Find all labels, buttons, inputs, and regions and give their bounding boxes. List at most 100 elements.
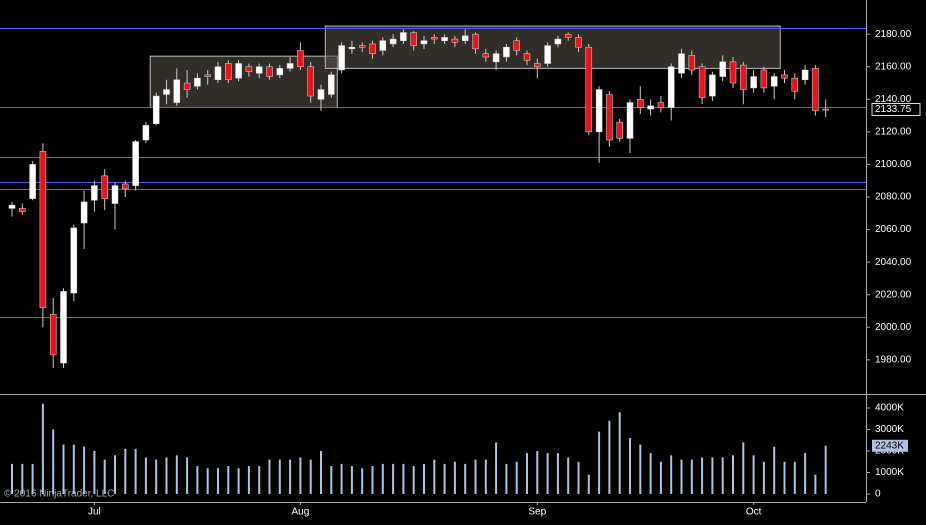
candle-body [297,50,304,68]
candle-body [770,76,778,87]
volume-bar [701,457,704,495]
candle-body [482,53,490,58]
volume-bar [495,442,498,495]
candle-body [637,99,644,108]
candle-body [163,89,170,95]
last-price-box [871,102,921,116]
volume-bar [515,461,518,495]
candle-body [70,227,78,294]
volume-bar [72,444,75,495]
candle-body [400,32,407,41]
candle-body [513,40,520,51]
volume-bar [618,412,621,495]
candle-body [379,40,387,51]
candle-body [245,66,253,72]
volume-bar [484,459,487,495]
candle-body [358,45,366,48]
candle-body [441,37,448,41]
volume-bar [793,461,796,495]
volume-bar [474,459,477,495]
last-price-label: 2133.75 [875,104,912,115]
candle-body [266,66,273,77]
volume-bar [186,457,189,495]
y-tick-label: 2140.00 [875,94,912,105]
candle-body [8,204,16,209]
candle-body [564,33,572,38]
candle-body [544,45,551,64]
candle-body [29,164,36,199]
y-tick-label: 2040.00 [875,257,912,268]
volume-bar [206,468,209,495]
copyright: © 2016 NinjaTrader, LLC [4,489,114,500]
volume-bar [227,466,230,495]
last-volume-box [872,439,908,452]
candle-body [822,108,829,111]
candle-body [410,32,417,46]
candle-body [142,125,150,141]
candle-body [451,38,459,43]
volume-bar [11,463,13,495]
candle-body [719,61,726,77]
volume-bar [762,461,765,495]
volume-bar [670,455,673,495]
candle-body [111,185,119,204]
candle-body [307,66,314,97]
volume-bar [587,474,590,495]
volume-bar [680,459,683,495]
candle-body [276,68,284,76]
volume-bar [732,455,734,495]
volume-bar [443,463,446,495]
candle-body [503,46,510,58]
candle-body [801,69,809,81]
volume-bar [608,420,611,495]
candle-body [328,74,335,95]
volume-bar [268,459,271,495]
candle-body [647,105,654,110]
y-tick-label: 0 [875,489,881,500]
volume-bar [598,431,601,495]
candle-body [585,46,593,133]
candle-body [667,66,675,108]
candle-body [204,74,211,77]
volume-bar [639,444,642,495]
volume-bar [320,450,322,495]
volume-bar [93,450,96,495]
candle-body [420,40,428,45]
candle-body [235,63,242,79]
volume-bar [556,453,559,495]
volume-bar [381,463,384,495]
volume-bar [814,474,817,495]
candle-body [554,38,562,45]
y-tick-label: 1000K [875,467,904,478]
y-tick-label: 1980.00 [875,354,912,365]
y-tick-label: 2120.00 [875,127,912,138]
candle-body [472,33,479,50]
volume-bar [124,448,127,495]
volume-bar [103,459,106,495]
volume-bar [505,463,508,495]
volume-bar [752,455,755,495]
candle-body [286,63,294,69]
candle-body [122,183,129,190]
volume-bar [546,453,549,495]
volume-bar [217,468,219,495]
candle-body [338,45,345,71]
candle-body [750,76,757,89]
volume-bar [742,442,745,495]
volume-bar [392,463,395,495]
candle-body [49,313,57,356]
candle-body [781,74,788,79]
volume-bar [309,459,312,495]
y-tick-label: 2000.00 [875,322,912,333]
volume-bar [659,461,662,495]
volume-bar [258,466,261,495]
volume-bar [340,463,343,495]
volume-bar [773,446,776,495]
volume-bar [783,461,786,495]
candle-body [183,82,191,90]
candle-body [791,77,799,92]
volume-bar [175,455,178,495]
candle-body [255,66,263,74]
candle-body [431,37,438,40]
